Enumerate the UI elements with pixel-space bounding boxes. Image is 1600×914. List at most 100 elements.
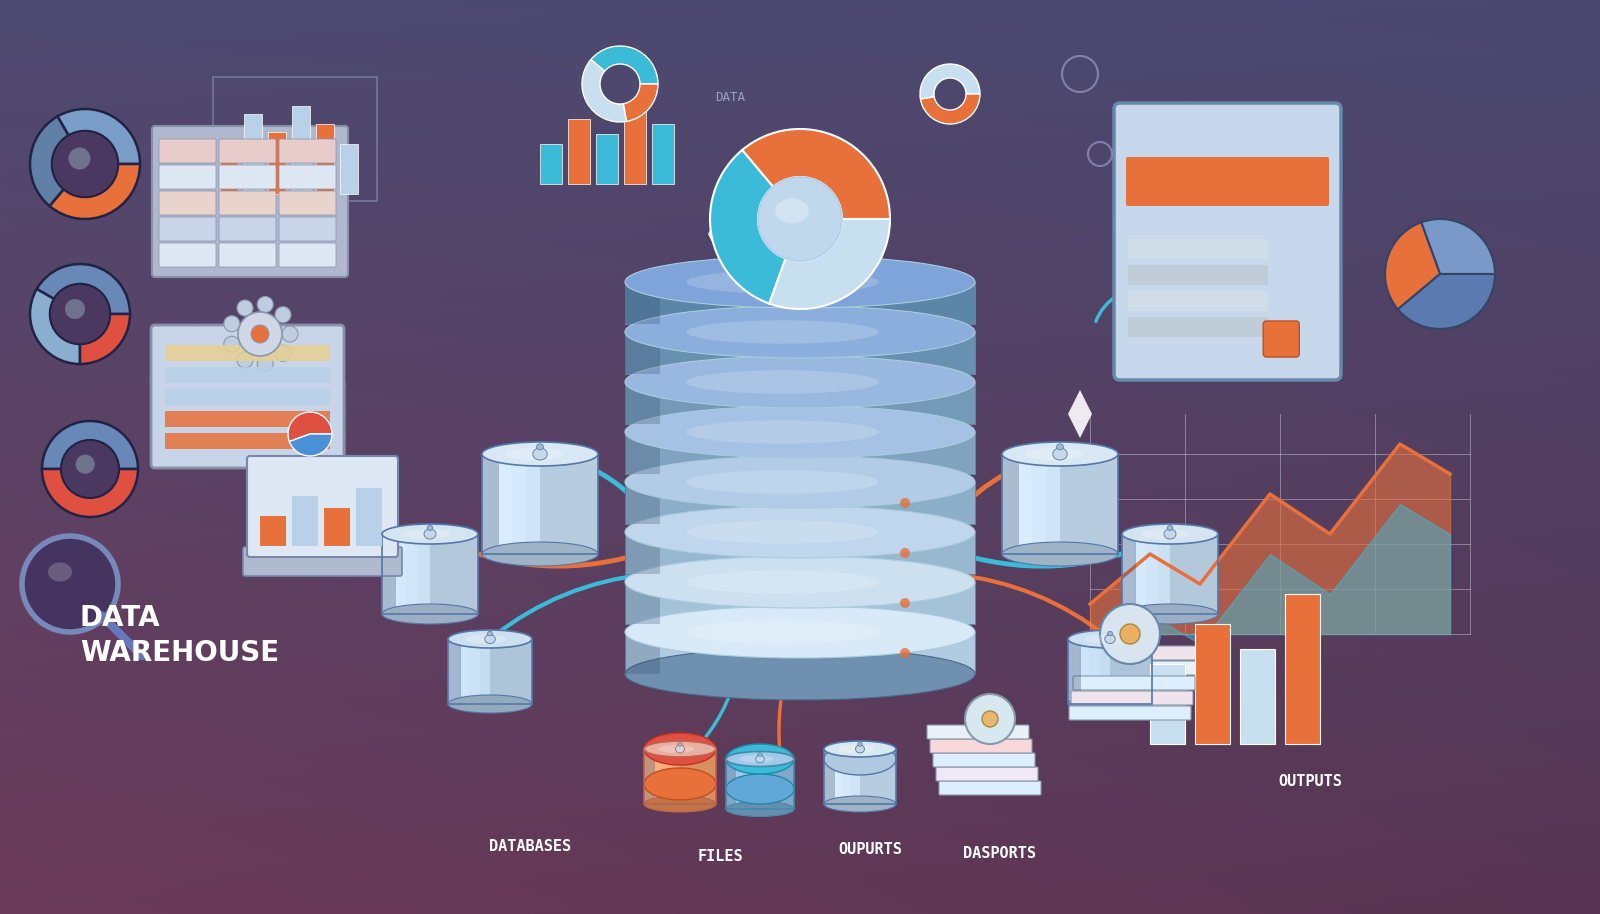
Wedge shape	[920, 94, 979, 124]
Bar	[1128, 291, 1267, 311]
Bar	[165, 367, 330, 383]
FancyBboxPatch shape	[861, 749, 869, 804]
Ellipse shape	[686, 621, 878, 643]
Polygon shape	[626, 282, 661, 324]
Ellipse shape	[726, 744, 794, 774]
FancyBboxPatch shape	[1059, 454, 1075, 554]
Bar	[1240, 649, 1275, 744]
Polygon shape	[382, 534, 397, 614]
Wedge shape	[50, 164, 141, 219]
Text: OUTPUTS: OUTPUTS	[1278, 774, 1342, 789]
Polygon shape	[626, 282, 974, 324]
FancyBboxPatch shape	[430, 534, 442, 614]
FancyBboxPatch shape	[1002, 454, 1016, 554]
Circle shape	[758, 177, 842, 261]
Ellipse shape	[824, 743, 896, 775]
Ellipse shape	[1002, 542, 1118, 566]
FancyBboxPatch shape	[406, 534, 418, 614]
FancyBboxPatch shape	[653, 749, 662, 804]
FancyBboxPatch shape	[1170, 534, 1182, 614]
FancyBboxPatch shape	[1141, 639, 1152, 704]
FancyBboxPatch shape	[482, 454, 496, 554]
Bar	[291, 106, 310, 194]
Ellipse shape	[758, 752, 762, 757]
Bar	[624, 104, 646, 184]
Polygon shape	[626, 582, 974, 624]
Ellipse shape	[726, 802, 794, 816]
Bar	[165, 345, 330, 361]
Circle shape	[275, 345, 291, 361]
Wedge shape	[590, 46, 658, 84]
Polygon shape	[626, 482, 974, 524]
Ellipse shape	[659, 745, 694, 753]
FancyArrowPatch shape	[542, 454, 659, 532]
Ellipse shape	[1107, 632, 1112, 636]
Polygon shape	[1069, 390, 1091, 438]
Circle shape	[965, 694, 1014, 744]
FancyBboxPatch shape	[480, 639, 490, 704]
Ellipse shape	[626, 356, 974, 408]
FancyBboxPatch shape	[1122, 534, 1134, 614]
FancyBboxPatch shape	[1090, 639, 1099, 704]
FancyBboxPatch shape	[707, 749, 717, 804]
Polygon shape	[626, 532, 661, 574]
FancyBboxPatch shape	[469, 639, 480, 704]
Ellipse shape	[726, 751, 794, 767]
Ellipse shape	[482, 442, 598, 466]
Polygon shape	[626, 382, 661, 424]
FancyBboxPatch shape	[742, 759, 752, 809]
FancyBboxPatch shape	[698, 749, 707, 804]
Bar	[1128, 317, 1267, 337]
Polygon shape	[1069, 639, 1080, 704]
FancyBboxPatch shape	[501, 639, 510, 704]
Polygon shape	[626, 332, 974, 374]
FancyBboxPatch shape	[1077, 646, 1198, 660]
Polygon shape	[626, 482, 661, 524]
FancyBboxPatch shape	[680, 749, 690, 804]
Bar	[259, 516, 286, 546]
Ellipse shape	[686, 420, 878, 443]
Bar	[269, 132, 286, 194]
FancyBboxPatch shape	[752, 759, 760, 809]
Ellipse shape	[1104, 634, 1115, 643]
FancyBboxPatch shape	[459, 639, 469, 704]
Ellipse shape	[755, 755, 765, 763]
Ellipse shape	[686, 471, 878, 494]
Circle shape	[251, 325, 269, 343]
Wedge shape	[624, 84, 658, 122]
FancyBboxPatch shape	[510, 639, 522, 704]
Ellipse shape	[402, 529, 450, 539]
FancyBboxPatch shape	[1126, 157, 1330, 206]
Bar	[1195, 624, 1230, 744]
FancyBboxPatch shape	[778, 759, 786, 809]
Bar	[568, 119, 590, 184]
FancyBboxPatch shape	[933, 753, 1035, 767]
FancyBboxPatch shape	[418, 534, 430, 614]
Ellipse shape	[726, 774, 794, 804]
FancyArrowPatch shape	[493, 574, 648, 637]
Bar	[339, 144, 358, 194]
FancyBboxPatch shape	[442, 534, 454, 614]
Ellipse shape	[536, 444, 544, 450]
Text: DAPAEGSE: DAPAEGSE	[262, 409, 317, 419]
Wedge shape	[42, 469, 138, 517]
Bar	[323, 508, 350, 546]
FancyBboxPatch shape	[278, 165, 336, 189]
FancyBboxPatch shape	[842, 749, 851, 804]
FancyBboxPatch shape	[760, 759, 768, 809]
FancyBboxPatch shape	[878, 749, 886, 804]
FancyArrowPatch shape	[941, 454, 1058, 532]
Ellipse shape	[643, 796, 717, 812]
Circle shape	[258, 296, 274, 313]
FancyBboxPatch shape	[219, 217, 277, 241]
Bar	[165, 433, 330, 449]
Circle shape	[75, 454, 94, 473]
Circle shape	[282, 326, 298, 342]
Circle shape	[50, 284, 110, 344]
Ellipse shape	[776, 198, 808, 224]
Ellipse shape	[838, 745, 874, 753]
FancyBboxPatch shape	[690, 749, 698, 804]
Wedge shape	[288, 412, 333, 441]
Ellipse shape	[427, 526, 434, 530]
Circle shape	[258, 356, 274, 372]
